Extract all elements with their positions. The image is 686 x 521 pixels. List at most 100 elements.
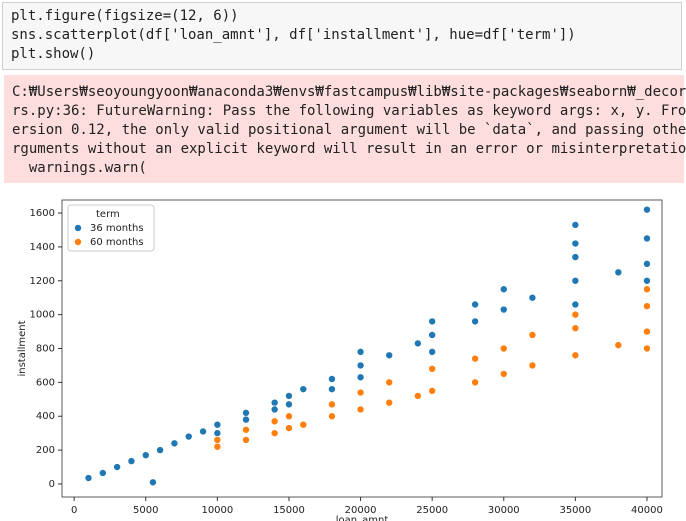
point xyxy=(471,300,479,309)
x-tick-label: 20000 xyxy=(345,505,377,516)
point xyxy=(499,305,508,314)
point xyxy=(571,324,580,332)
point xyxy=(643,302,651,310)
point xyxy=(213,420,222,429)
point xyxy=(199,427,207,436)
warning-line: rguments without an explicit keyword wil… xyxy=(12,141,686,157)
point xyxy=(356,388,365,397)
point xyxy=(471,378,479,387)
point xyxy=(428,317,436,326)
legend-label: 36 months xyxy=(90,223,144,234)
point xyxy=(242,425,250,434)
x-tick-label: 15000 xyxy=(273,505,305,516)
point xyxy=(285,412,293,421)
x-tick-label: 25000 xyxy=(416,505,448,516)
legend-marker xyxy=(74,224,82,232)
code-line: sns.scatterplot(df['loan_amnt'], df['ins… xyxy=(11,27,576,43)
point xyxy=(385,351,394,360)
point xyxy=(643,285,651,294)
point xyxy=(328,385,336,393)
y-tick-label: 1000 xyxy=(30,310,55,321)
point xyxy=(156,446,164,454)
point xyxy=(643,344,651,353)
point xyxy=(213,442,222,451)
x-tick-label: 30000 xyxy=(488,505,520,516)
y-axis-label: installment xyxy=(17,320,28,376)
point xyxy=(643,276,651,285)
point xyxy=(270,417,279,426)
code-line: plt.figure(figsize=(12, 6)) xyxy=(11,8,239,24)
point xyxy=(356,405,365,414)
legend-marker xyxy=(74,238,82,246)
y-tick-label: 0 xyxy=(49,479,55,490)
point xyxy=(356,361,365,370)
point xyxy=(428,387,436,395)
point xyxy=(471,317,479,326)
point xyxy=(643,327,651,336)
point xyxy=(614,341,623,349)
point xyxy=(242,436,250,444)
point xyxy=(328,412,336,421)
point xyxy=(285,400,293,409)
point xyxy=(213,429,222,437)
point xyxy=(328,400,336,409)
y-tick-label: 800 xyxy=(36,344,55,355)
point xyxy=(571,310,580,319)
warning-line: warnings.warn( xyxy=(12,160,147,176)
warning-line: C:₩Users₩seoyoungyoon₩anaconda3₩envs₩fas… xyxy=(12,84,686,100)
x-axis-label: loan_amnt xyxy=(336,515,389,521)
point xyxy=(170,439,179,448)
x-tick-label: 0 xyxy=(71,505,77,516)
point xyxy=(428,348,436,356)
point xyxy=(528,331,537,339)
y-tick-label: 600 xyxy=(36,377,55,388)
legend-label: 60 months xyxy=(90,237,144,248)
x-tick-label: 10000 xyxy=(201,505,233,516)
point xyxy=(356,348,365,356)
point xyxy=(242,415,250,424)
legend-box xyxy=(67,204,155,252)
point xyxy=(149,478,157,487)
point xyxy=(184,432,193,441)
x-tick-label: 35000 xyxy=(559,505,591,516)
point xyxy=(285,392,293,400)
point xyxy=(428,365,436,373)
point xyxy=(528,293,537,302)
point xyxy=(285,424,293,432)
point xyxy=(270,429,279,437)
point xyxy=(299,385,308,393)
warning-line: rs.py:36: FutureWarning: Pass the follow… xyxy=(12,103,686,119)
point xyxy=(127,457,136,465)
point xyxy=(141,451,150,459)
point xyxy=(113,463,121,471)
point xyxy=(99,469,107,477)
point xyxy=(643,234,651,243)
point xyxy=(571,239,580,248)
point xyxy=(571,300,580,309)
y-tick-label: 1400 xyxy=(30,242,55,253)
point xyxy=(499,344,508,353)
point xyxy=(385,378,394,387)
chart: 0 5000 10000 15000 20000 25000 30000 35000 40000… xyxy=(17,199,663,521)
y-tick-label: 200 xyxy=(36,445,55,456)
point xyxy=(643,205,651,214)
y-tick-label: 1600 xyxy=(30,208,55,219)
point xyxy=(328,375,336,383)
code-cell[interactable]: plt.figure(figsize=(12, 6)) sns.scatterp… xyxy=(2,2,682,70)
point xyxy=(84,474,93,482)
point xyxy=(614,268,623,277)
point xyxy=(571,351,580,360)
y-tick-label: 400 xyxy=(36,411,55,422)
point xyxy=(414,392,422,400)
warning-line: ersion 0.12, the only valid positional a… xyxy=(12,122,686,138)
point xyxy=(528,361,537,370)
point xyxy=(571,221,580,229)
point xyxy=(414,339,422,348)
point xyxy=(643,260,651,268)
point xyxy=(213,436,222,444)
point xyxy=(499,285,508,294)
point xyxy=(242,409,250,417)
point xyxy=(270,405,279,414)
point xyxy=(471,354,479,363)
